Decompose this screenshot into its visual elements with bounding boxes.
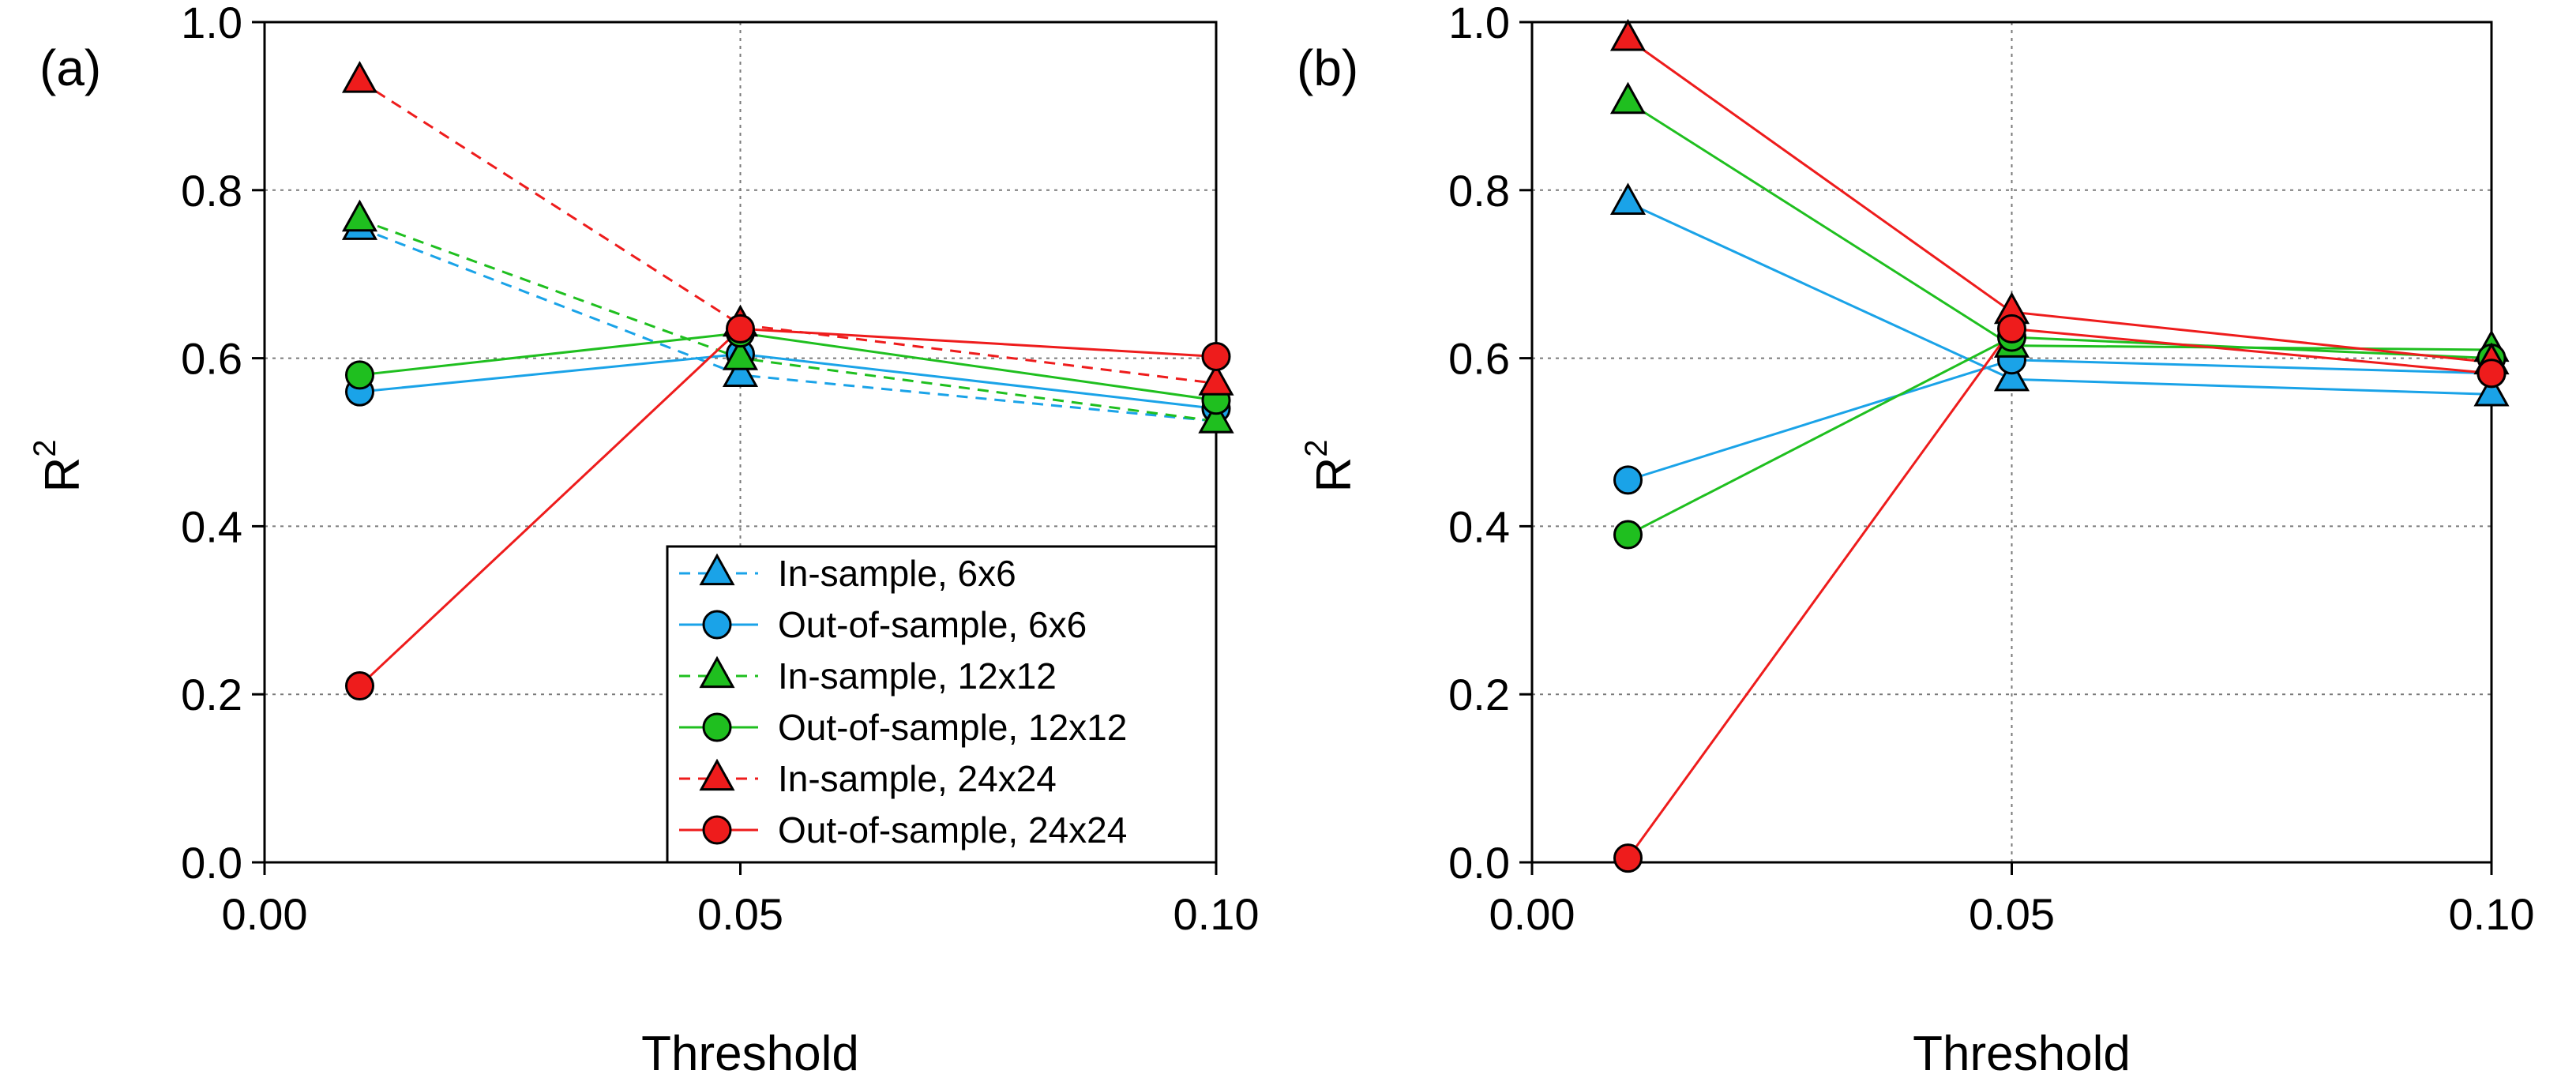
svg-text:R2: R2 bbox=[28, 439, 90, 492]
panel-b-point bbox=[1609, 81, 1647, 115]
panel-a-point bbox=[345, 360, 374, 390]
panel-a-legend: In-sample, 6x6 Out-of-sample, 6x6 In-sampl… bbox=[666, 545, 1218, 864]
panel-b-y-tick-label: 0.0 bbox=[1448, 838, 1510, 888]
panel-a-x-tick-label: 0.00 bbox=[222, 889, 308, 939]
legend-marker bbox=[702, 712, 732, 742]
panel-a-point bbox=[1201, 341, 1231, 371]
panel-a-series-line-2 bbox=[359, 218, 1217, 422]
panel-b-point bbox=[1613, 465, 1643, 495]
panel-b-y-axis-label-sup: 2 bbox=[1299, 439, 1334, 456]
panel-a-series-line-0 bbox=[359, 227, 1217, 422]
panel-b-point bbox=[1613, 843, 1643, 873]
panel-b-x-tick-label: 0.05 bbox=[1969, 889, 2055, 939]
legend-label: In-sample, 6x6 bbox=[778, 553, 1016, 594]
panel-b-y-tick-label: 0.8 bbox=[1448, 166, 1510, 216]
panel-b-point bbox=[1609, 18, 1647, 51]
legend-marker bbox=[699, 758, 735, 791]
panel-a-y-tick-label: 0.8 bbox=[181, 166, 242, 216]
panel-b: (b) 0.0 0.2 0.4 0.6 0.8 1.0 0.00 0.05 0.10 Thres… bbox=[1297, 0, 2535, 1081]
panel-a-series-line-4 bbox=[359, 80, 1217, 385]
panel-a-label: (a) bbox=[39, 39, 101, 96]
legend-label: Out-of-sample, 12x12 bbox=[778, 707, 1127, 748]
legend-label: In-sample, 24x24 bbox=[778, 758, 1057, 799]
panel-b-point bbox=[1993, 359, 2030, 392]
panel-a-point bbox=[722, 355, 759, 388]
panel-a-x-axis-label: Threshold bbox=[641, 1027, 859, 1081]
panel-b-x-tick-label: 0.00 bbox=[1489, 889, 1575, 939]
panel-b-series-line-0 bbox=[1627, 201, 2492, 396]
panel-b-label: (b) bbox=[1297, 39, 1358, 96]
panel-b-y-tick-label: 0.6 bbox=[1448, 334, 1510, 384]
panel-b-y-axis-label: R2 bbox=[1299, 439, 1361, 492]
panel-a-x-tick-label: 0.05 bbox=[697, 889, 783, 939]
panel-b-point bbox=[1613, 520, 1643, 550]
panel-a-point bbox=[341, 61, 378, 93]
panel-b-y-tick-label: 1.0 bbox=[1448, 0, 1510, 47]
panel-b-y-tick-label: 0.4 bbox=[1448, 501, 1510, 551]
panel-a-y-tick-label: 0.4 bbox=[181, 501, 242, 551]
panel-b-series-line-2 bbox=[1627, 100, 2492, 351]
panel-b-point bbox=[1997, 314, 2026, 344]
panel-a: (a) 0.0 0.2 0.4 0.6 0.8 1.0 0.00 0.05 0.10 Thres… bbox=[28, 0, 1260, 1081]
panel-b-series-line-3 bbox=[1627, 336, 2492, 536]
panel-b-y-axis-label-base: R bbox=[1307, 457, 1361, 493]
legend-label: In-sample, 12x12 bbox=[778, 655, 1057, 697]
panel-a-y-tick-label: 0.2 bbox=[181, 670, 242, 719]
legend-marker bbox=[699, 655, 735, 689]
legend-marker bbox=[699, 553, 735, 586]
panel-b-y-tick-label: 0.2 bbox=[1448, 670, 1510, 719]
panel-b-series-line-5 bbox=[1627, 327, 2492, 859]
legend-label: Out-of-sample, 6x6 bbox=[778, 604, 1087, 645]
panel-a-point bbox=[1198, 363, 1234, 396]
panel-b-point bbox=[2476, 359, 2507, 389]
legend-marker bbox=[702, 815, 732, 845]
panel-a-y-tick-label: 1.0 bbox=[181, 0, 242, 47]
panel-a-y-tick-label: 0.6 bbox=[181, 334, 242, 384]
panel-a-point bbox=[345, 671, 374, 701]
panel-b-point bbox=[1609, 182, 1647, 215]
panel-a-y-axis-label-sup: 2 bbox=[28, 439, 62, 456]
panel-b-x-tick-label: 0.10 bbox=[2449, 889, 2535, 939]
panel-a-y-axis-label-base: R bbox=[36, 457, 90, 493]
panel-b-x-axis-label: Threshold bbox=[1913, 1027, 2131, 1081]
legend-label: Out-of-sample, 24x24 bbox=[778, 809, 1127, 851]
panel-a-point bbox=[1198, 400, 1234, 434]
panel-a-x-tick-label: 0.10 bbox=[1173, 889, 1260, 939]
panel-a-y-axis-label: R2 bbox=[28, 439, 90, 492]
panel-b-series-line-1 bbox=[1628, 359, 2492, 482]
panel-b-point bbox=[2473, 374, 2510, 407]
panel-a-y-tick-label: 0.0 bbox=[181, 838, 242, 888]
panel-a-plot-area: 0.0 0.2 0.4 0.6 0.8 1.0 0.00 0.05 0.10 bbox=[181, 0, 1259, 939]
panel-a-point bbox=[341, 199, 378, 232]
panel-a-point bbox=[726, 314, 755, 344]
legend-box bbox=[666, 545, 1218, 864]
panel-b-plot-area: 0.0 0.2 0.4 0.6 0.8 1.0 0.00 0.05 0.10 bbox=[1448, 0, 2534, 939]
panel-a-point bbox=[722, 338, 759, 370]
legend-marker bbox=[702, 610, 732, 640]
panel-b-series-line-4 bbox=[1627, 38, 2492, 364]
svg-text:R2: R2 bbox=[1299, 439, 1361, 492]
